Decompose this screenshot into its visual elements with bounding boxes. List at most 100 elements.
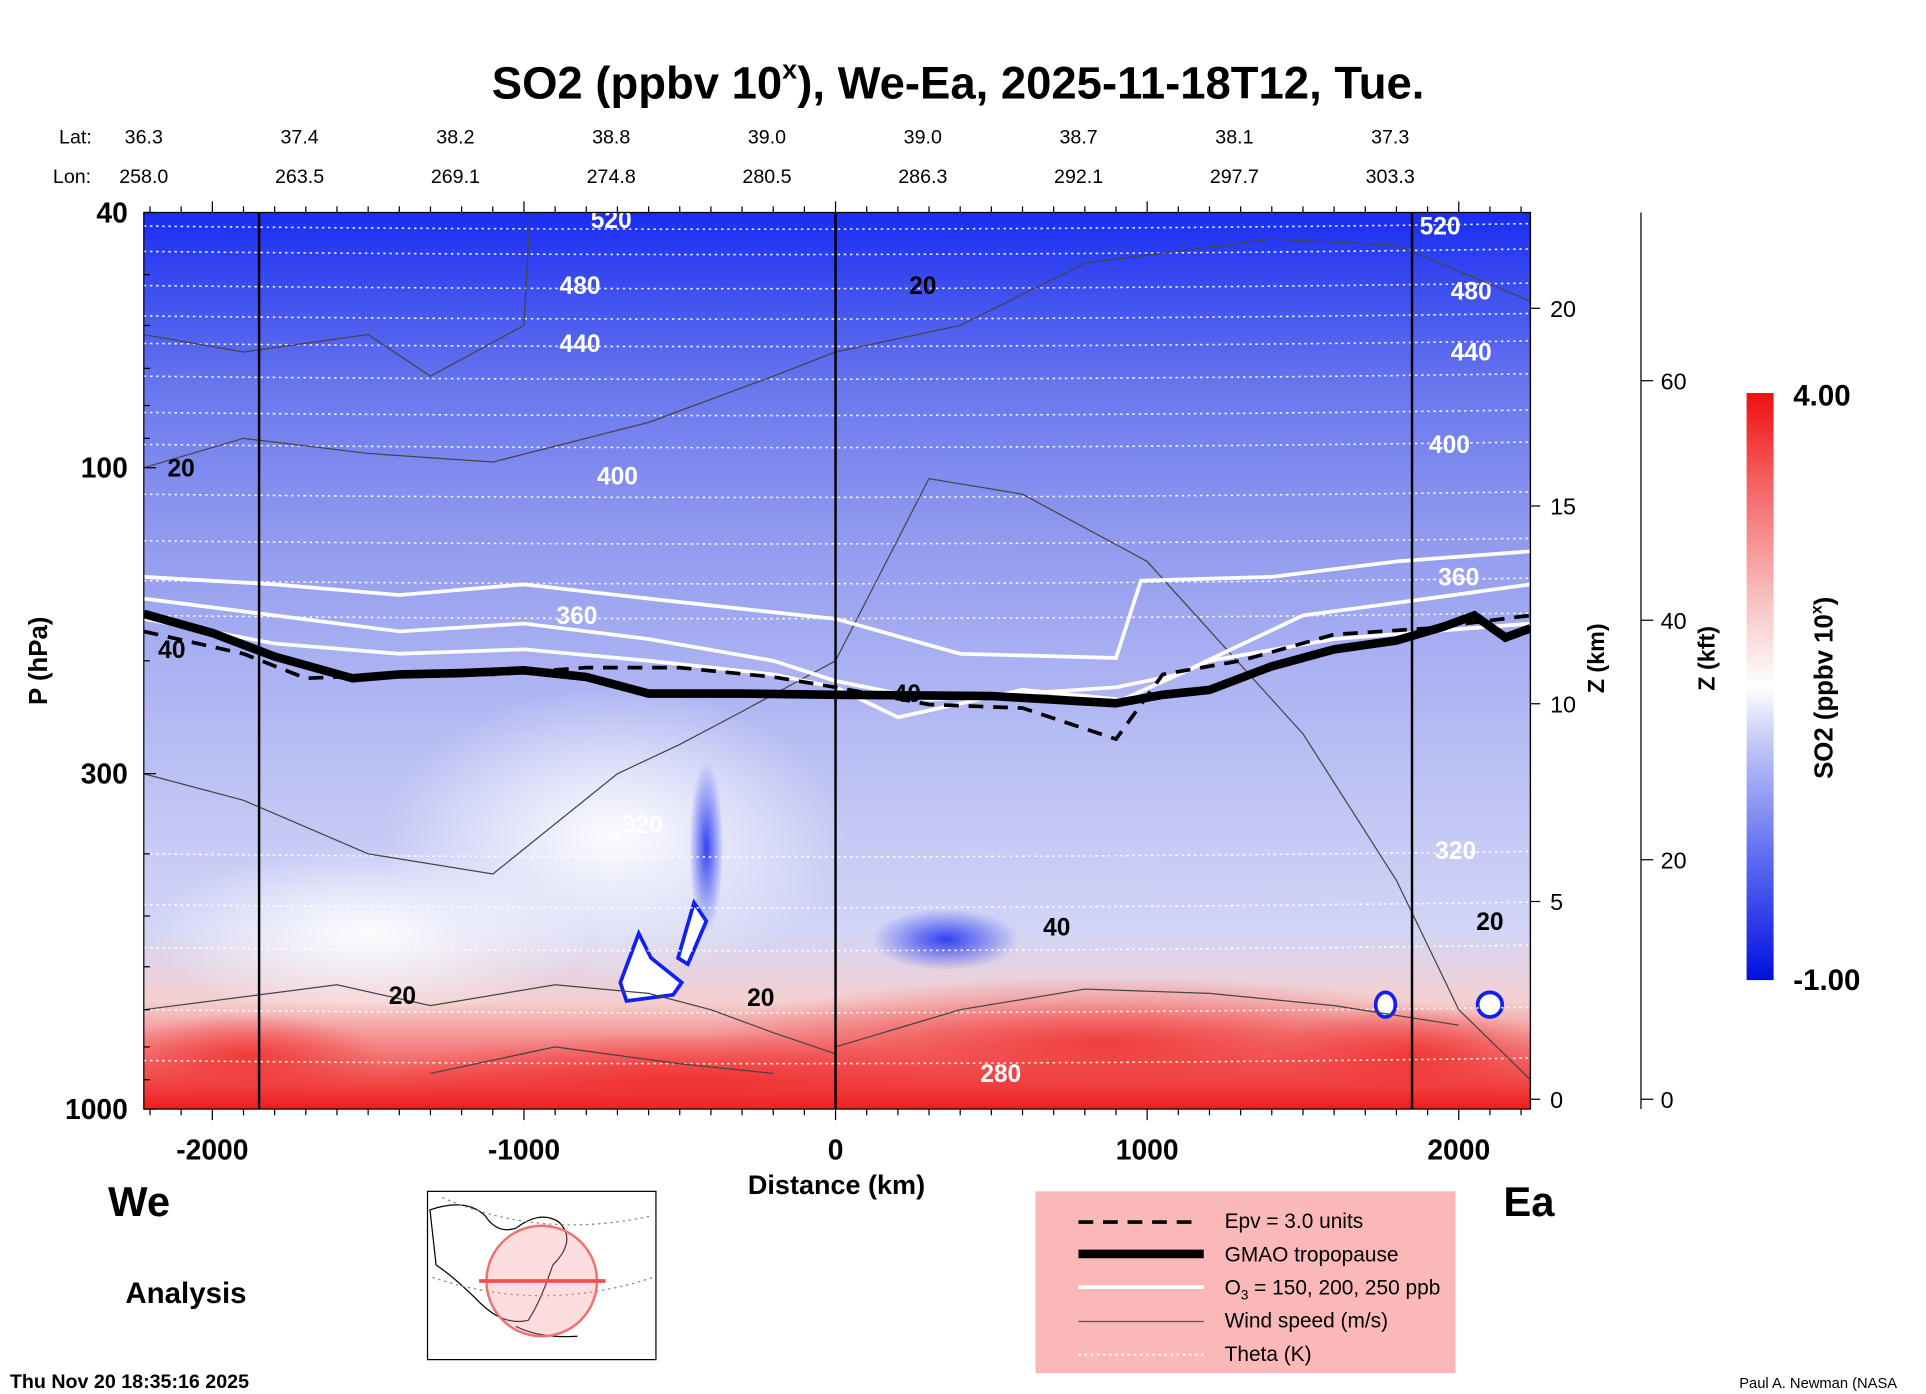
colorbar-max-label: 4.00: [1793, 379, 1850, 412]
chart-title: SO2 (ppbv 10x), We-Ea, 2025-11-18T12, Tu…: [492, 55, 1425, 109]
west-label: We: [108, 1178, 170, 1225]
z-kft-tick-label: 40: [1661, 608, 1687, 634]
theta-contour: [143, 340, 1531, 348]
x-tick-label: 1000: [1116, 1133, 1179, 1165]
theta-label: 320: [1435, 838, 1476, 865]
theta-contour: [143, 577, 1531, 585]
theta-label: 520: [1420, 214, 1461, 241]
lat-value: 39.0: [904, 127, 942, 149]
lat-value: 37.3: [1371, 127, 1409, 149]
so2-field: 520480440400360320280520480440400360320 …: [143, 207, 1531, 1110]
theta-contour: [143, 372, 1531, 381]
wind-speed-contour: [835, 988, 1459, 1048]
x-tick-label: -1000: [488, 1133, 560, 1165]
z-kft-tick-label: 0: [1661, 1087, 1674, 1113]
lon-value: 303.3: [1366, 166, 1415, 188]
z-km-axis-label: Z (km): [1583, 623, 1609, 693]
legend-theta-label: Theta (K): [1225, 1343, 1312, 1366]
lat-value: 38.8: [592, 127, 630, 149]
lat-value: 38.7: [1059, 127, 1097, 149]
theta-contour: [143, 222, 1531, 231]
lat-lon-row: 36.3 258.0 37.4 263.5 38.2 269.1 38.8 274.8 39.0…: [119, 127, 1415, 188]
x-tick-label: 0: [828, 1133, 844, 1165]
lat-label: Lat:: [59, 127, 92, 149]
wind-speed-contour: [143, 212, 531, 377]
z-kft-axis-label: Z (kft): [1694, 626, 1720, 691]
lon-value: 280.5: [742, 166, 791, 188]
z-kft-tick-label: 60: [1661, 368, 1687, 394]
theta-label: 360: [1438, 564, 1479, 591]
lon-value: 297.7: [1210, 166, 1259, 188]
theta-contour: [143, 409, 1531, 417]
theta-contour: [143, 1057, 1531, 1065]
legend-o3-label: O3 = 150, 200, 250 ppb: [1225, 1277, 1441, 1303]
timestamp: Thu Nov 20 18:35:16 2025: [10, 1371, 249, 1393]
theta-contour: [143, 248, 1531, 256]
lon-value: 274.8: [587, 166, 636, 188]
lat-value: 38.2: [436, 127, 474, 149]
theta-contour: [143, 1006, 1531, 1014]
theta-label: 440: [1451, 340, 1492, 367]
colorbar: [1746, 393, 1774, 981]
z-km-tick-label: 20: [1550, 296, 1576, 322]
lon-value: 286.3: [898, 166, 947, 188]
east-label: Ea: [1503, 1178, 1555, 1225]
lat-value: 37.4: [280, 127, 318, 149]
lon-value: 258.0: [119, 166, 168, 188]
lat-value: 38.1: [1215, 127, 1253, 149]
credit: Paul A. Newman (NASA: [1739, 1376, 1897, 1392]
location-map-inset: [426, 1190, 657, 1361]
wind-speed-label: 20: [747, 985, 774, 1012]
theta-label: 360: [556, 603, 597, 630]
y-tick-label: 300: [81, 758, 128, 790]
legend: Epv = 3.0 units GMAO tropopause O3 = 150…: [1035, 1191, 1456, 1374]
wind-speed-contour: [430, 1046, 774, 1075]
wind-speed-label: 20: [1476, 909, 1503, 936]
wind-speed-label: 20: [909, 273, 936, 300]
legend-tropopause-label: GMAO tropopause: [1225, 1243, 1399, 1266]
colorbar-min-label: -1.00: [1793, 964, 1860, 997]
wind-speed-contour: [143, 238, 1531, 469]
y-axis-label: P (hPa): [25, 617, 53, 705]
theta-contour: [143, 441, 1531, 449]
theta-label: 320: [622, 812, 663, 839]
theta-label: 440: [560, 331, 601, 358]
theta-label: 520: [591, 207, 632, 234]
colorbar-label: SO2 (ppbv 10x): [1809, 597, 1839, 779]
y-tick-label: 100: [81, 452, 128, 484]
lon-value: 269.1: [431, 166, 480, 188]
theta-label: 400: [597, 464, 638, 491]
analysis-label: Analysis: [125, 1277, 246, 1310]
wind-speed-label: 20: [168, 455, 195, 482]
x-axis-label: Distance (km): [748, 1170, 925, 1200]
theta-contour: [143, 901, 1531, 909]
theta-contour: [143, 612, 1531, 620]
lon-value: 263.5: [275, 166, 324, 188]
y-tick-label: 40: [96, 196, 127, 228]
theta-contour: [143, 282, 1531, 290]
tropopause-line: [143, 609, 1531, 708]
theta-contour: [143, 850, 1531, 858]
wind-speed-contour: [143, 984, 836, 1055]
z-km-tick-label: 0: [1550, 1087, 1563, 1113]
lon-label: Lon:: [53, 166, 91, 188]
legend-wind-label: Wind speed (m/s): [1225, 1310, 1388, 1333]
theta-label: 480: [560, 273, 601, 300]
lat-value: 36.3: [125, 127, 163, 149]
theta-label: 400: [1429, 432, 1470, 459]
x-tick-label: 2000: [1427, 1133, 1490, 1165]
lon-value: 292.1: [1054, 166, 1103, 188]
theta-contour: [143, 537, 1531, 545]
theta-label: 280: [980, 1061, 1021, 1088]
wind-speed-label: 20: [389, 983, 416, 1010]
theta-contour: [143, 490, 1531, 499]
theta-contour: [143, 944, 1531, 952]
theta-label: 480: [1451, 278, 1492, 305]
y-tick-label: 1000: [65, 1093, 128, 1125]
z-km-tick-label: 5: [1550, 889, 1563, 915]
z-km-tick-label: 15: [1550, 494, 1576, 520]
legend-epv-label: Epv = 3.0 units: [1225, 1210, 1364, 1233]
lat-value: 39.0: [748, 127, 786, 149]
wind-speed-label: 40: [1043, 915, 1070, 942]
